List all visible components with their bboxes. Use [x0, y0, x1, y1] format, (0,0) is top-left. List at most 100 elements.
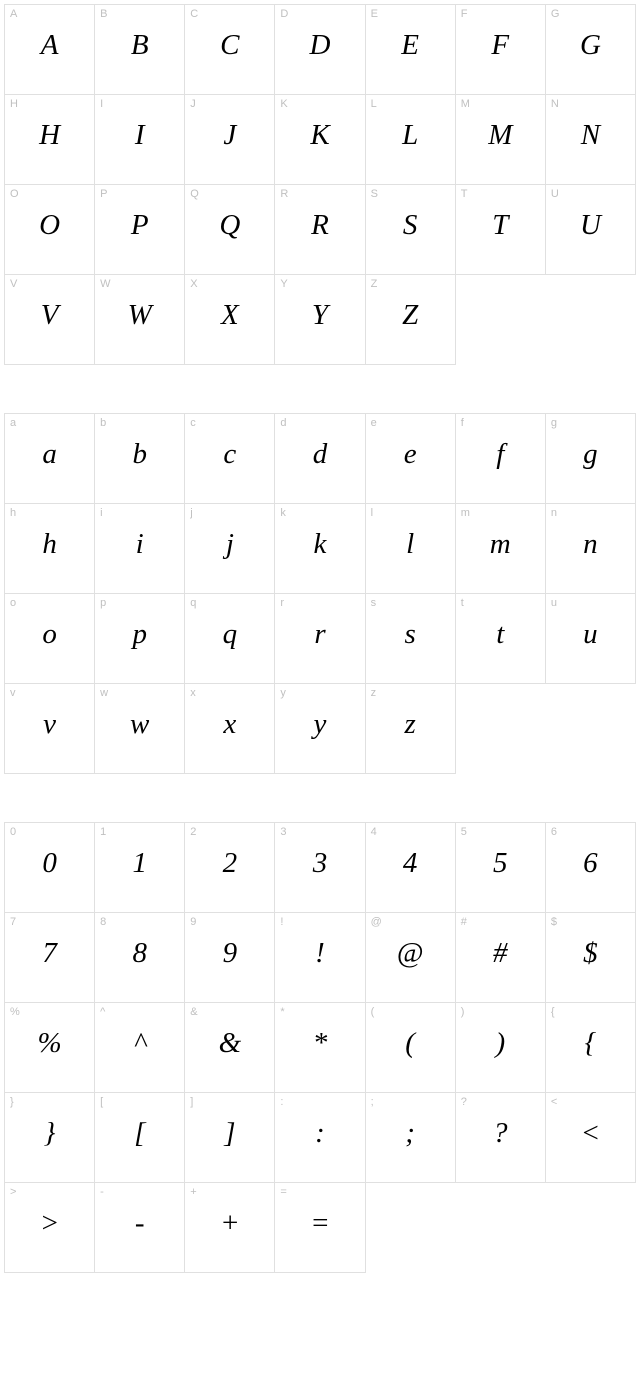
glyph-cell[interactable]: gg: [546, 414, 636, 504]
glyph-cell[interactable]: 66: [546, 823, 636, 913]
glyph-cell[interactable]: II: [95, 95, 185, 185]
glyph-cell[interactable]: PP: [95, 185, 185, 275]
glyph-cell[interactable]: 99: [185, 913, 275, 1003]
glyph-cell[interactable]: 44: [366, 823, 456, 913]
glyph-cell[interactable]: KK: [275, 95, 365, 185]
glyph-cell[interactable]: ]]: [185, 1093, 275, 1183]
glyph-char: :: [315, 1119, 325, 1148]
glyph-cell[interactable]: ll: [366, 504, 456, 594]
glyph-cell[interactable]: qq: [185, 594, 275, 684]
glyph-cell[interactable]: kk: [275, 504, 365, 594]
glyph-cell[interactable]: ;;: [366, 1093, 456, 1183]
key-label: U: [551, 188, 559, 200]
glyph-cell[interactable]: ff: [456, 414, 546, 504]
glyph-cell[interactable]: VV: [5, 275, 95, 365]
glyph-cell[interactable]: UU: [546, 185, 636, 275]
glyph-cell[interactable]: pp: [95, 594, 185, 684]
glyph-cell[interactable]: @@: [366, 913, 456, 1003]
glyph-cell[interactable]: ww: [95, 684, 185, 774]
glyph-cell[interactable]: NN: [546, 95, 636, 185]
glyph-cell[interactable]: ss: [366, 594, 456, 684]
glyph-cell[interactable]: &&: [185, 1003, 275, 1093]
key-label: 4: [371, 826, 377, 838]
glyph-cell[interactable]: ii: [95, 504, 185, 594]
glyph-cell[interactable]: --: [95, 1183, 185, 1273]
glyph-cell[interactable]: ++: [185, 1183, 275, 1273]
glyph-cell[interactable]: >>: [5, 1183, 95, 1273]
glyph-cell[interactable]: aa: [5, 414, 95, 504]
glyph-cell[interactable]: cc: [185, 414, 275, 504]
key-label: G: [551, 8, 560, 20]
glyph-cell[interactable]: WW: [95, 275, 185, 365]
glyph-cell[interactable]: OO: [5, 185, 95, 275]
glyph-cell[interactable]: **: [275, 1003, 365, 1093]
glyph-cell[interactable]: 55: [456, 823, 546, 913]
glyph-cell[interactable]: 33: [275, 823, 365, 913]
glyph-cell[interactable]: BB: [95, 5, 185, 95]
glyph-cell[interactable]: GG: [546, 5, 636, 95]
glyph-cell[interactable]: $$: [546, 913, 636, 1003]
empty-cell: [546, 275, 636, 365]
glyph-cell[interactable]: 88: [95, 913, 185, 1003]
glyph-cell[interactable]: RR: [275, 185, 365, 275]
glyph-cell[interactable]: <<: [546, 1093, 636, 1183]
empty-cell: [456, 1183, 546, 1273]
glyph-cell[interactable]: zz: [366, 684, 456, 774]
glyph-cell[interactable]: ==: [275, 1183, 365, 1273]
key-label: f: [461, 417, 464, 429]
glyph-cell[interactable]: TT: [456, 185, 546, 275]
glyph-cell[interactable]: yy: [275, 684, 365, 774]
key-label: ): [461, 1006, 465, 1018]
glyph-cell[interactable]: MM: [456, 95, 546, 185]
key-label: >: [10, 1186, 16, 1198]
glyph-cell[interactable]: HH: [5, 95, 95, 185]
glyph-cell[interactable]: ((: [366, 1003, 456, 1093]
glyph-cell[interactable]: ee: [366, 414, 456, 504]
glyph-cell[interactable]: nn: [546, 504, 636, 594]
glyph-cell[interactable]: oo: [5, 594, 95, 684]
glyph-cell[interactable]: 11: [95, 823, 185, 913]
glyph-cell[interactable]: vv: [5, 684, 95, 774]
glyph-cell[interactable]: 22: [185, 823, 275, 913]
glyph-cell[interactable]: AA: [5, 5, 95, 95]
glyph-char: {: [585, 1029, 597, 1058]
glyph-cell[interactable]: CC: [185, 5, 275, 95]
glyph-cell[interactable]: ZZ: [366, 275, 456, 365]
glyph-cell[interactable]: 00: [5, 823, 95, 913]
glyph-char: S: [403, 211, 418, 240]
glyph-char: l: [406, 530, 414, 559]
glyph-cell[interactable]: YY: [275, 275, 365, 365]
glyph-cell[interactable]: LL: [366, 95, 456, 185]
glyph-cell[interactable]: [[: [95, 1093, 185, 1183]
glyph-cell[interactable]: xx: [185, 684, 275, 774]
glyph-cell[interactable]: )): [456, 1003, 546, 1093]
glyph-cell[interactable]: dd: [275, 414, 365, 504]
key-label: K: [280, 98, 287, 110]
glyph-cell[interactable]: EE: [366, 5, 456, 95]
glyph-cell[interactable]: 77: [5, 913, 95, 1003]
glyph-cell[interactable]: XX: [185, 275, 275, 365]
glyph-cell[interactable]: ::: [275, 1093, 365, 1183]
glyph-cell[interactable]: rr: [275, 594, 365, 684]
glyph-cell[interactable]: SS: [366, 185, 456, 275]
glyph-cell[interactable]: bb: [95, 414, 185, 504]
glyph-cell[interactable]: DD: [275, 5, 365, 95]
glyph-cell[interactable]: uu: [546, 594, 636, 684]
glyph-cell[interactable]: mm: [456, 504, 546, 594]
key-label: u: [551, 597, 557, 609]
glyph-cell[interactable]: ##: [456, 913, 546, 1003]
glyph-cell[interactable]: jj: [185, 504, 275, 594]
glyph-char: J: [223, 121, 236, 150]
glyph-cell[interactable]: }}: [5, 1093, 95, 1183]
key-label: 6: [551, 826, 557, 838]
glyph-cell[interactable]: {{: [546, 1003, 636, 1093]
glyph-cell[interactable]: JJ: [185, 95, 275, 185]
glyph-cell[interactable]: QQ: [185, 185, 275, 275]
glyph-cell[interactable]: ^^: [95, 1003, 185, 1093]
glyph-cell[interactable]: hh: [5, 504, 95, 594]
glyph-cell[interactable]: tt: [456, 594, 546, 684]
glyph-cell[interactable]: FF: [456, 5, 546, 95]
glyph-cell[interactable]: %%: [5, 1003, 95, 1093]
glyph-cell[interactable]: ??: [456, 1093, 546, 1183]
glyph-cell[interactable]: !!: [275, 913, 365, 1003]
